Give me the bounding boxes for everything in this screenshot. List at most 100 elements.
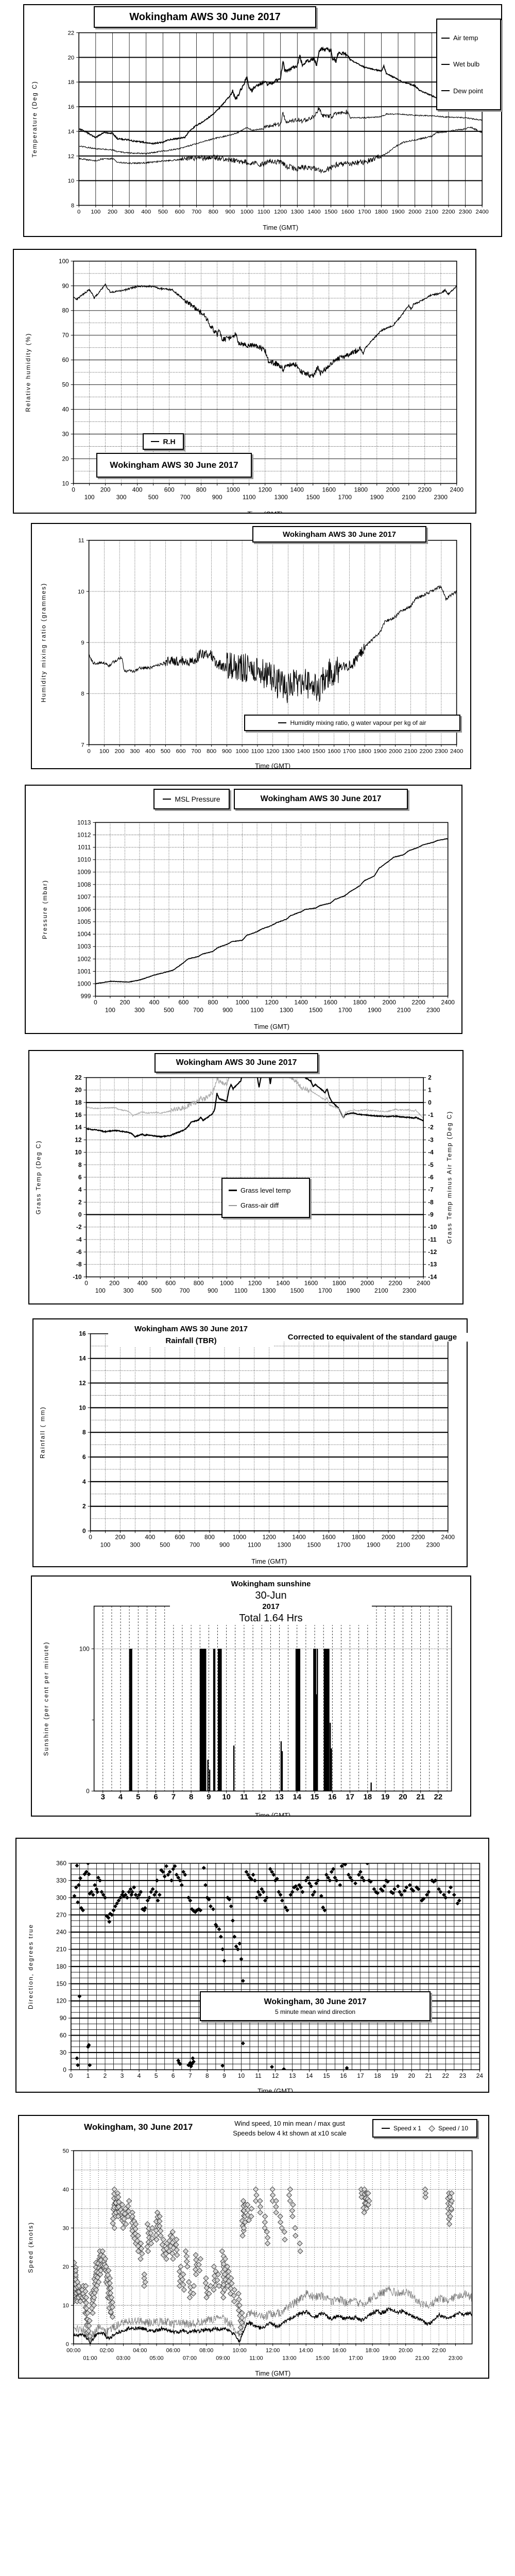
svg-text:14:00: 14:00 — [299, 2347, 313, 2353]
svg-text:900: 900 — [222, 748, 232, 754]
legend: Speed x 1 Speed / 10 — [372, 2119, 477, 2138]
mixing-ratio-chart: 0 100 200 300 400 500 600 700 800 900 1000 1100 1200… — [31, 523, 471, 769]
svg-text:Time (GMT): Time (GMT) — [255, 762, 290, 768]
svg-text:270: 270 — [56, 1911, 66, 1919]
svg-text:800: 800 — [194, 1279, 204, 1286]
grid — [86, 1077, 424, 1277]
svg-text:1700: 1700 — [338, 1006, 352, 1013]
axis-labels: 3 4 5 6 7 8 9 10 11 12 13 14 15 16 17 18 19 20 21 22 0 100 Tim… — [42, 1641, 442, 1816]
svg-text:1500: 1500 — [312, 748, 325, 754]
svg-text:1: 1 — [87, 2072, 90, 2079]
svg-text:1100: 1100 — [250, 1006, 264, 1013]
svg-text:22: 22 — [434, 1793, 443, 1801]
svg-text:2400: 2400 — [441, 998, 455, 1006]
svg-text:2200: 2200 — [411, 1533, 425, 1540]
svg-text:0: 0 — [428, 1099, 432, 1106]
svg-text:600: 600 — [164, 486, 175, 493]
svg-text:9: 9 — [81, 640, 84, 646]
svg-text:6: 6 — [171, 2072, 175, 2079]
line-marker-icon — [441, 63, 450, 65]
svg-text:13: 13 — [289, 2072, 296, 2079]
svg-text:14: 14 — [75, 1124, 82, 1131]
grid — [94, 1606, 452, 1791]
svg-text:1700: 1700 — [358, 209, 371, 215]
svg-text:80: 80 — [62, 307, 69, 314]
svg-text:-2: -2 — [428, 1124, 434, 1131]
axis-labels: 0 200 400 600 800 1000 1200 1400 1600 1800 2000 220… — [24, 258, 464, 513]
svg-text:1800: 1800 — [354, 486, 368, 493]
svg-text:600: 600 — [179, 998, 189, 1006]
svg-text:0: 0 — [72, 486, 75, 493]
svg-text:900: 900 — [219, 1541, 230, 1548]
svg-text:1400: 1400 — [276, 1279, 290, 1286]
svg-text:1900: 1900 — [367, 1541, 381, 1548]
sunshine-chart: 3 4 5 6 7 8 9 10 11 12 13 14 15 16 17 18 19 20 21 22 0 100 Tim… — [31, 1575, 471, 1817]
svg-text:7: 7 — [81, 742, 84, 748]
svg-text:2200: 2200 — [442, 209, 455, 215]
svg-text:400: 400 — [145, 748, 155, 754]
svg-text:2100: 2100 — [425, 209, 438, 215]
svg-text:2000: 2000 — [408, 209, 421, 215]
svg-text:4: 4 — [118, 1793, 123, 1801]
svg-text:Rainfall ( mm): Rainfall ( mm) — [39, 1406, 46, 1459]
svg-text:19: 19 — [381, 1793, 390, 1801]
svg-text:-11: -11 — [428, 1236, 437, 1243]
svg-text:4: 4 — [138, 2072, 141, 2079]
chart-title-block: Wokingham AWS 30 June 2017 Rainfall (TBR… — [108, 1324, 274, 1347]
svg-text:1100: 1100 — [258, 209, 270, 215]
svg-text:20: 20 — [63, 2264, 69, 2270]
svg-text:2000: 2000 — [382, 998, 396, 1006]
svg-text:1400: 1400 — [297, 748, 310, 754]
series — [73, 283, 457, 378]
grid — [89, 540, 457, 745]
svg-text:60: 60 — [62, 357, 69, 364]
svg-text:7: 7 — [188, 2072, 192, 2079]
series-5-min-mean-wind-direction — [72, 1863, 461, 2070]
svg-text:240: 240 — [56, 1928, 66, 1936]
line-marker-icon — [441, 90, 450, 92]
series-max-gust — [73, 2286, 472, 2342]
series-grass-air-diff — [86, 1077, 424, 1120]
relative-humidity-plot: 0 200 400 600 800 1000 1200 1400 1600 1800 2000 220… — [24, 258, 464, 513]
svg-text:1800: 1800 — [358, 748, 371, 754]
svg-text:40: 40 — [62, 406, 69, 413]
rainfall-chart: 0 200 400 600 800 1000 1200 1400 1600 1800 2000 220… — [32, 1318, 473, 1567]
svg-text:400: 400 — [145, 1533, 155, 1540]
wind-speed-chart: 00:00 02:00 04:00 06:00 08:00 10:00 12:00 14:00… — [18, 2115, 489, 2379]
svg-text:18: 18 — [374, 2072, 381, 2079]
svg-text:0: 0 — [86, 1787, 90, 1794]
svg-text:800: 800 — [207, 748, 216, 754]
svg-text:500: 500 — [151, 1287, 162, 1294]
svg-text:1700: 1700 — [343, 748, 356, 754]
svg-text:1500: 1500 — [324, 209, 337, 215]
axis-labels: 0 1 2 3 4 5 6 7 8 9 10 11 12 13 14 15 16 17 18 19 20 21 22 23 24… — [27, 1860, 483, 2092]
svg-text:600: 600 — [175, 1533, 185, 1540]
svg-text:400: 400 — [138, 1279, 148, 1286]
svg-text:15: 15 — [323, 2072, 330, 2079]
svg-text:23: 23 — [459, 2072, 467, 2079]
svg-text:1300: 1300 — [282, 748, 295, 754]
svg-text:1400: 1400 — [290, 486, 304, 493]
svg-text:24: 24 — [476, 2072, 484, 2079]
svg-text:900: 900 — [222, 1006, 233, 1013]
svg-text:20: 20 — [408, 2072, 416, 2079]
svg-text:400: 400 — [132, 486, 143, 493]
svg-text:0: 0 — [94, 998, 97, 1006]
svg-text:11:00: 11:00 — [249, 2355, 263, 2361]
svg-text:900: 900 — [212, 494, 222, 501]
svg-text:03:00: 03:00 — [116, 2355, 130, 2361]
svg-text:1100: 1100 — [234, 1287, 248, 1294]
line-marker-icon — [163, 799, 171, 800]
svg-text:12: 12 — [258, 1793, 266, 1801]
legend-label: Humidity mixing ratio, g water vapour pe… — [290, 719, 426, 726]
svg-text:2: 2 — [82, 1503, 86, 1510]
svg-text:4: 4 — [78, 1186, 82, 1193]
svg-text:200: 200 — [115, 1533, 126, 1540]
svg-text:1900: 1900 — [373, 748, 386, 754]
svg-text:2000: 2000 — [382, 1533, 396, 1540]
svg-text:18: 18 — [364, 1793, 372, 1801]
svg-text:180: 180 — [56, 1963, 66, 1970]
svg-text:1002: 1002 — [77, 955, 91, 962]
legend-item: Speed / 10 — [428, 2125, 468, 2132]
legend-item: Dew point — [441, 87, 483, 95]
